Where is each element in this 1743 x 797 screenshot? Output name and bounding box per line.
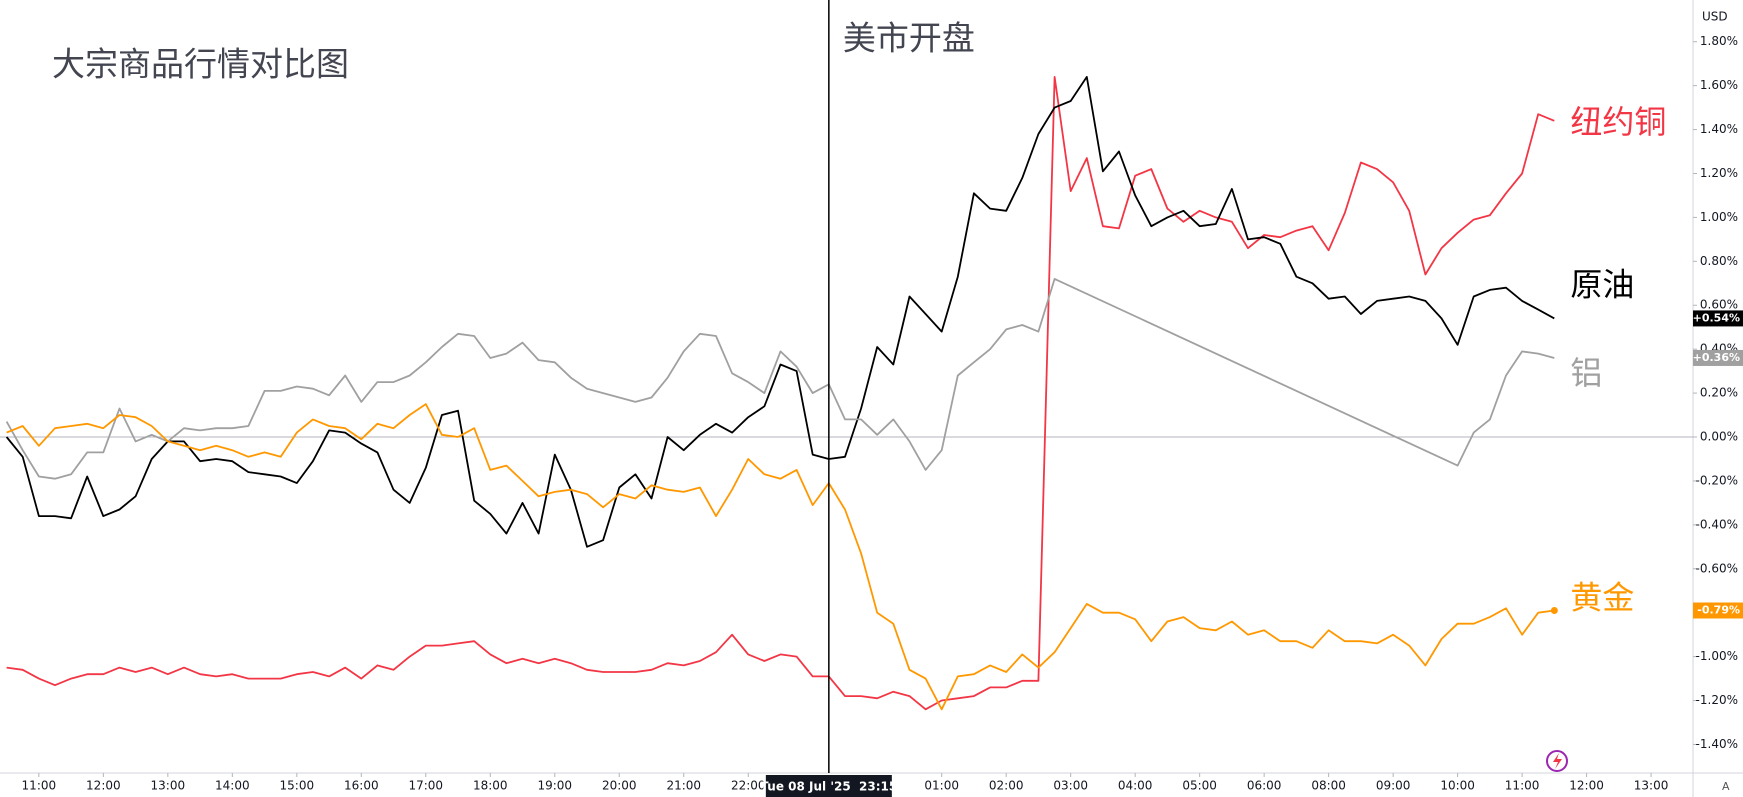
series-line	[5, 278, 1555, 480]
x-tick-label: 15:00	[280, 779, 315, 793]
x-tick-label: 05:00	[1182, 779, 1217, 793]
x-tick-label: 17:00	[408, 779, 443, 793]
x-tick-label: 11:00	[1505, 779, 1540, 793]
crosshair-badge: Tue 08 Jul '25 23:15	[760, 775, 897, 797]
x-tick-label: 01:00	[924, 779, 959, 793]
x-tick-label: 04:00	[1118, 779, 1153, 793]
y-tick-label: 0.60%	[1700, 298, 1738, 312]
y-tick-label: 1.60%	[1700, 78, 1738, 92]
x-tick-label: 12:00	[86, 779, 121, 793]
x-tick-label: 16:00	[344, 779, 379, 793]
x-tick-label: 11:00	[22, 779, 57, 793]
y-tick-label: -0.20%	[1696, 473, 1738, 487]
chart-title: 大宗商品行情对比图	[52, 45, 349, 84]
crosshair-badge-bg	[765, 775, 892, 797]
y-tick-label: 1.00%	[1700, 210, 1738, 224]
x-tick-label: 02:00	[989, 779, 1024, 793]
x-tick-label: 20:00	[602, 779, 637, 793]
x-tick-label: 19:00	[537, 779, 572, 793]
y-tick-label: 1.20%	[1700, 166, 1738, 180]
y-tick-label: 0.80%	[1700, 254, 1738, 268]
x-tick-label: 18:00	[473, 779, 508, 793]
y-tick-label: -0.60%	[1696, 561, 1738, 575]
y-tick-label: -1.20%	[1696, 693, 1738, 707]
price-badge	[1693, 310, 1743, 327]
x-tick-label: 06:00	[1247, 779, 1282, 793]
y-tick-label: 0.20%	[1700, 386, 1738, 400]
end-dot	[1550, 606, 1558, 614]
logo-ring	[1546, 750, 1568, 772]
price-badge-label: -0.79%	[1697, 603, 1740, 616]
y-tick-label: 1.40%	[1700, 122, 1738, 136]
price-badge-label: +0.36%	[1693, 351, 1740, 364]
x-tick-label: 08:00	[1311, 779, 1346, 793]
y-tick-label: 0.00%	[1700, 430, 1738, 444]
series-line	[5, 76, 1555, 548]
y-tick-label: -0.40%	[1696, 517, 1738, 531]
series-line	[6, 403, 1555, 711]
x-tick-label: 14:00	[215, 779, 250, 793]
series-name: 纽约铜	[1570, 103, 1666, 141]
x-tick-label: 10:00	[1440, 779, 1475, 793]
annotation: 美市开盘	[843, 19, 975, 58]
y-tick-label: -1.00%	[1696, 649, 1738, 663]
price-badge	[1693, 602, 1743, 619]
corner-label: A	[1722, 780, 1730, 793]
series-name: 原油	[1570, 265, 1634, 303]
x-tick-label: 09:00	[1376, 779, 1411, 793]
x-tick-label: 12:00	[1569, 779, 1604, 793]
logo-bolt	[1553, 753, 1562, 769]
y-tick-label: -1.40%	[1696, 737, 1738, 751]
y-tick-label: 1.80%	[1700, 34, 1738, 48]
series-name: 黄金	[1570, 578, 1634, 616]
x-tick-label: 22:00	[731, 779, 766, 793]
price-badge-label: +0.54%	[1693, 311, 1740, 324]
crosshair-label: Tue 08 Jul '25 23:15	[760, 780, 897, 794]
currency-label: USD	[1702, 10, 1728, 24]
x-tick-label: 13:00	[151, 779, 186, 793]
logo-icon[interactable]	[1546, 750, 1568, 772]
series-line	[6, 76, 1555, 711]
price-badge	[1693, 349, 1743, 366]
x-tick-label: 21:00	[666, 779, 701, 793]
x-tick-label: 13:00	[1634, 779, 1669, 793]
series-name: 铝	[1570, 354, 1602, 392]
x-tick-label: 03:00	[1053, 779, 1088, 793]
